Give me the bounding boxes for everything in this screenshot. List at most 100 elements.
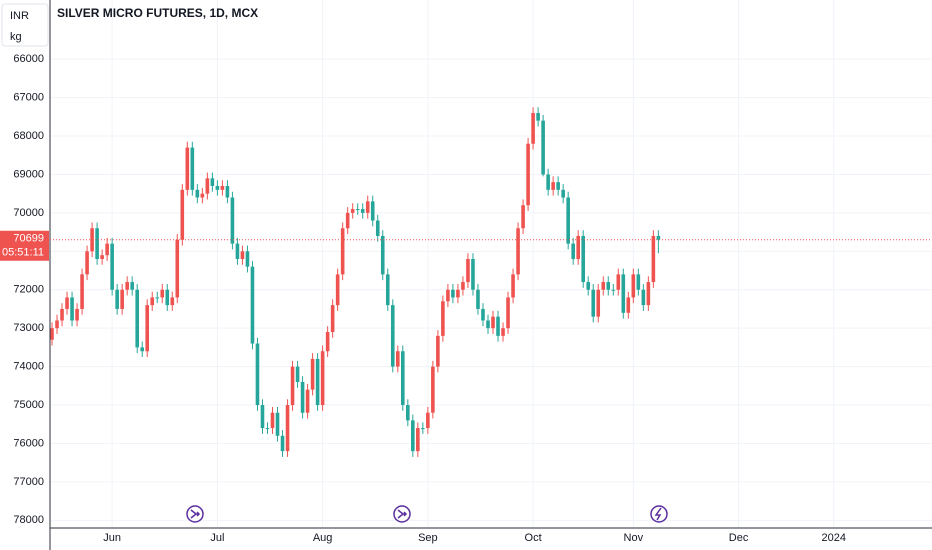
candle-body (365, 201, 370, 213)
x-tick-label: Jul (210, 532, 224, 544)
y-tick-label: 68000 (13, 130, 44, 142)
candle-body (345, 212, 350, 229)
candle-body (245, 251, 250, 267)
candle-body (601, 282, 606, 290)
candle-body (230, 197, 235, 244)
x-tick-label: Oct (525, 532, 542, 544)
candle-body (436, 335, 440, 367)
candle-body (205, 178, 210, 194)
candle-body (526, 143, 530, 206)
candle-body (280, 435, 285, 452)
candle-body (330, 305, 335, 333)
candle-body (180, 189, 185, 240)
candle-body (165, 289, 170, 306)
candle-body (295, 366, 300, 382)
candle-body (130, 282, 134, 290)
candle-body (621, 274, 626, 313)
candle-body (626, 297, 631, 313)
candle-body (401, 351, 405, 406)
candle-body (220, 185, 225, 190)
candle-body (390, 305, 395, 367)
candle-body (215, 185, 220, 190)
candle-body (431, 366, 435, 413)
candle-body (546, 174, 550, 190)
candle-body (225, 185, 230, 198)
chart-title: SILVER MICRO FUTURES, 1D, MCX (57, 6, 258, 20)
candle-body (200, 193, 205, 198)
candles (50, 107, 661, 457)
candle-body (120, 289, 124, 309)
candle-body (370, 201, 375, 221)
currency[interactable]: INR (10, 10, 29, 22)
candle-body (55, 320, 59, 329)
unit-box[interactable] (1, 3, 49, 47)
candle-body (461, 282, 465, 290)
candle-body (260, 405, 265, 429)
candle-body (421, 428, 425, 430)
candle-body (581, 235, 586, 283)
candle-body (265, 428, 270, 430)
candle-body (315, 358, 320, 406)
y-tick-label: 66000 (13, 53, 44, 65)
candle-body (651, 235, 656, 283)
candle-body (340, 228, 345, 275)
x-tick-label: Aug (313, 532, 333, 544)
candle-body (380, 235, 385, 275)
x-tick-label: Jun (103, 532, 121, 544)
y-tick-label: 72000 (13, 284, 44, 296)
candle-body (335, 274, 340, 306)
candle-body (255, 343, 260, 406)
candle-body (185, 147, 190, 190)
candle-body (576, 235, 580, 260)
candle-body (50, 328, 54, 340)
candle-body (80, 274, 84, 309)
candle-body (446, 289, 450, 302)
candle-body (240, 251, 245, 260)
y-tick-label: 74000 (13, 361, 44, 373)
candle-body (85, 251, 89, 275)
candle-body (411, 420, 415, 452)
candle-body (641, 289, 646, 306)
candle-body (426, 412, 430, 429)
y-tick-label: 76000 (13, 437, 44, 449)
candle-body (325, 332, 330, 352)
candle-body (496, 316, 500, 336)
candle-body (521, 205, 525, 229)
candle-body (135, 289, 139, 348)
x-tick-label: Nov (624, 532, 644, 544)
candle-body (235, 243, 240, 260)
candle-body (476, 289, 480, 309)
y-tick-label: 73000 (13, 322, 44, 334)
candle-body (290, 366, 295, 406)
candle-body (145, 305, 150, 352)
candle-body (606, 282, 611, 290)
candle-body (65, 297, 69, 309)
last-price-box (0, 230, 49, 261)
candle-body (451, 289, 455, 298)
candle-body (416, 428, 420, 452)
candle-body (155, 297, 160, 299)
candle-body (160, 289, 165, 298)
candle-body (150, 297, 155, 306)
candle-body (190, 147, 195, 190)
candle-body (466, 259, 470, 283)
candle-body (110, 243, 114, 290)
y-tick-label: 67000 (13, 92, 44, 104)
candle-body (375, 220, 380, 236)
countdown: 05:51:11 (2, 247, 44, 259)
candle-body (60, 308, 64, 321)
event-icon[interactable] (186, 505, 204, 523)
candle-body (395, 351, 400, 367)
candle-body (516, 228, 520, 275)
candle-body (566, 197, 570, 244)
event-icon[interactable] (650, 505, 668, 523)
y-tick-label: 77000 (13, 476, 44, 488)
candle-body (486, 320, 490, 329)
candle-body (596, 289, 601, 317)
unit[interactable]: kg (10, 31, 22, 43)
y-tick-label: 75000 (13, 399, 44, 411)
event-icon[interactable] (393, 505, 411, 523)
candle-body (406, 405, 410, 421)
